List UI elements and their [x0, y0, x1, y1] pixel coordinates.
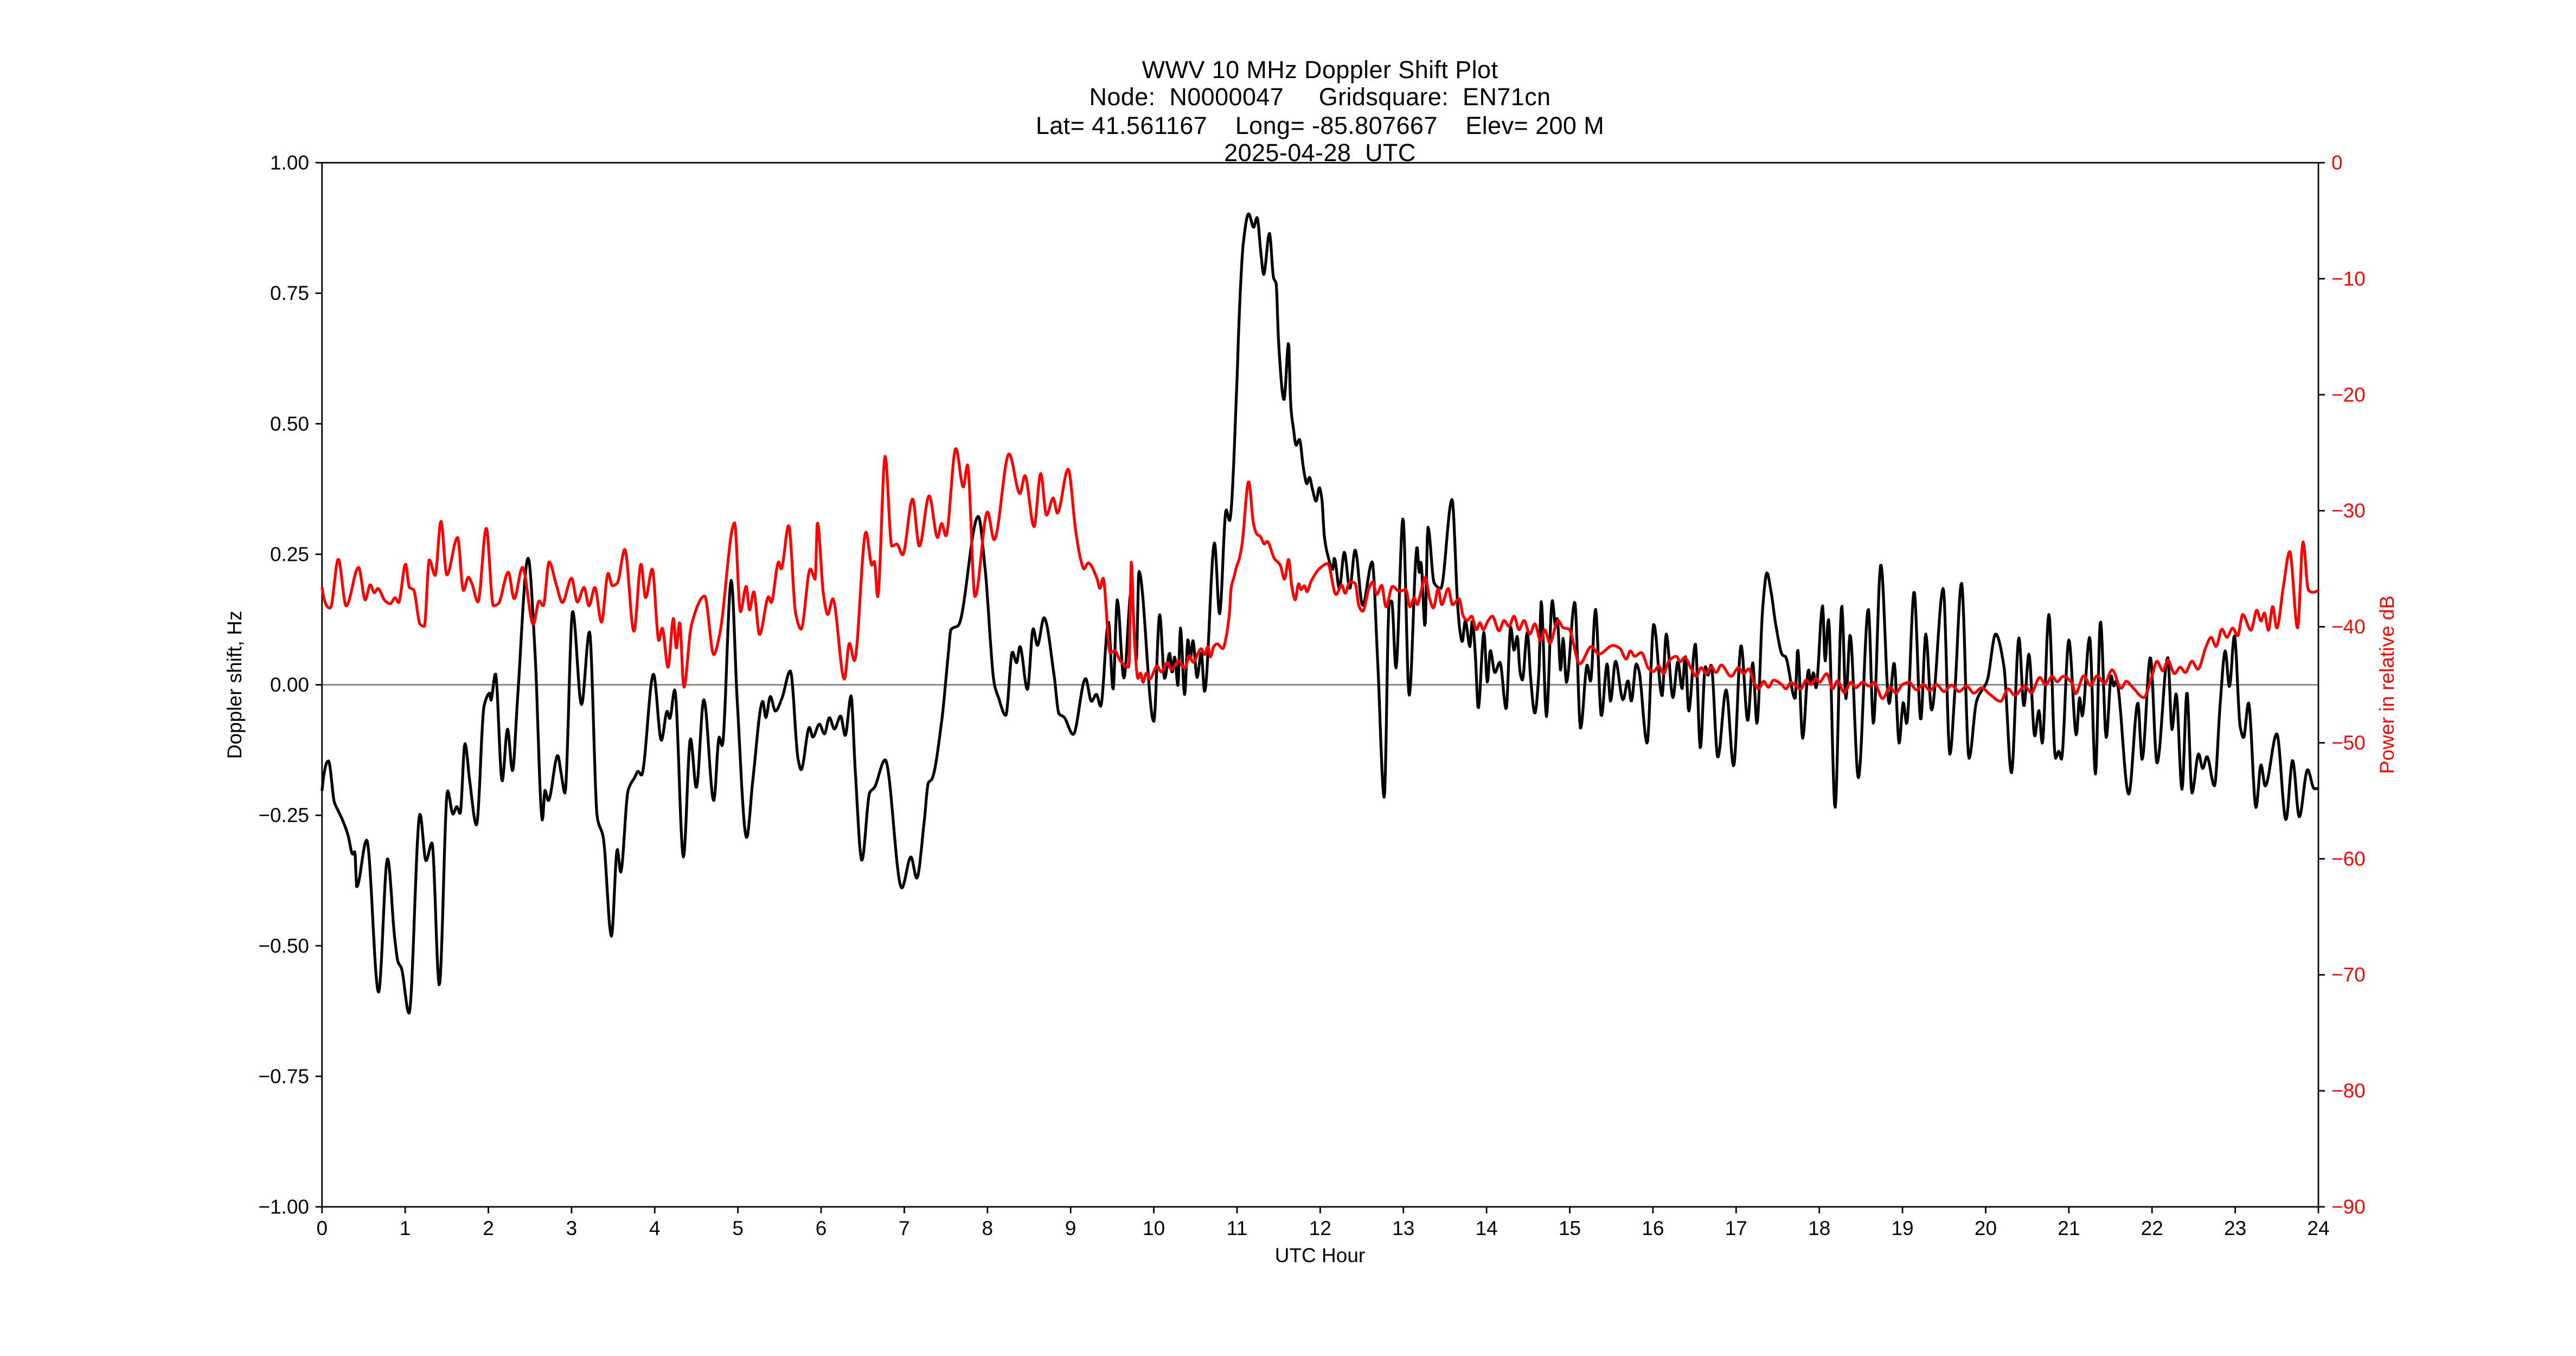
svg-text:8: 8 [982, 1217, 994, 1239]
svg-text:9: 9 [1065, 1217, 1076, 1239]
svg-text:0.50: 0.50 [270, 413, 309, 435]
svg-text:2: 2 [483, 1217, 494, 1239]
svg-text:0.00: 0.00 [270, 674, 309, 696]
svg-text:11: 11 [1227, 1217, 1247, 1239]
svg-text:−0.75: −0.75 [258, 1065, 309, 1088]
svg-text:21: 21 [2058, 1217, 2080, 1239]
svg-text:6: 6 [816, 1217, 827, 1239]
svg-text:Doppler shift, Hz: Doppler shift, Hz [223, 611, 246, 759]
svg-text:−70: −70 [2331, 964, 2366, 986]
svg-text:−30: −30 [2331, 500, 2366, 522]
svg-text:0.75: 0.75 [270, 282, 309, 304]
svg-text:22: 22 [2141, 1217, 2163, 1239]
svg-text:5: 5 [732, 1217, 744, 1239]
svg-text:−60: −60 [2331, 848, 2366, 870]
svg-text:17: 17 [1725, 1217, 1747, 1239]
svg-text:7: 7 [899, 1217, 910, 1239]
svg-text:18: 18 [1808, 1217, 1830, 1239]
svg-text:23: 23 [2224, 1217, 2246, 1239]
svg-text:0: 0 [316, 1217, 328, 1239]
svg-text:Power in relative dB: Power in relative dB [2376, 596, 2398, 774]
svg-text:10: 10 [1143, 1217, 1165, 1239]
svg-text:−80: −80 [2331, 1080, 2366, 1102]
svg-text:−1.00: −1.00 [258, 1196, 309, 1218]
svg-text:15: 15 [1559, 1217, 1581, 1239]
svg-text:Node: N0000047 Gridsquare: Node: N0000047 Gridsquare: EN71cn [1089, 83, 1550, 111]
svg-text:24: 24 [2307, 1217, 2329, 1239]
svg-text:−50: −50 [2331, 732, 2366, 754]
svg-text:1: 1 [400, 1217, 411, 1239]
svg-text:−0.50: −0.50 [258, 935, 309, 957]
svg-text:19: 19 [1891, 1217, 1913, 1239]
svg-text:−10: −10 [2331, 267, 2366, 290]
svg-text:12: 12 [1309, 1217, 1331, 1239]
svg-text:−20: −20 [2331, 383, 2366, 406]
svg-text:0: 0 [2331, 152, 2343, 174]
svg-text:1.00: 1.00 [270, 152, 309, 174]
svg-text:4: 4 [649, 1217, 661, 1239]
svg-text:−90: −90 [2331, 1196, 2366, 1218]
svg-text:13: 13 [1392, 1217, 1414, 1239]
svg-text:20: 20 [1975, 1217, 1997, 1239]
svg-text:3: 3 [566, 1217, 578, 1239]
svg-text:14: 14 [1476, 1217, 1498, 1239]
svg-text:Lat= 41.561167 Long= -85.80: Lat= 41.561167 Long= -85.807667 Elev= 20… [1036, 112, 1604, 139]
svg-text:16: 16 [1642, 1217, 1664, 1239]
svg-text:−40: −40 [2331, 616, 2366, 638]
svg-text:−0.25: −0.25 [258, 804, 309, 827]
svg-text:WWV 10 MHz Doppler Shift Plot: WWV 10 MHz Doppler Shift Plot [1142, 56, 1498, 84]
svg-text:0.25: 0.25 [270, 543, 309, 565]
svg-text:UTC Hour: UTC Hour [1275, 1244, 1366, 1267]
svg-text:2025-04-28 UTC: 2025-04-28 UTC [1224, 139, 1416, 167]
